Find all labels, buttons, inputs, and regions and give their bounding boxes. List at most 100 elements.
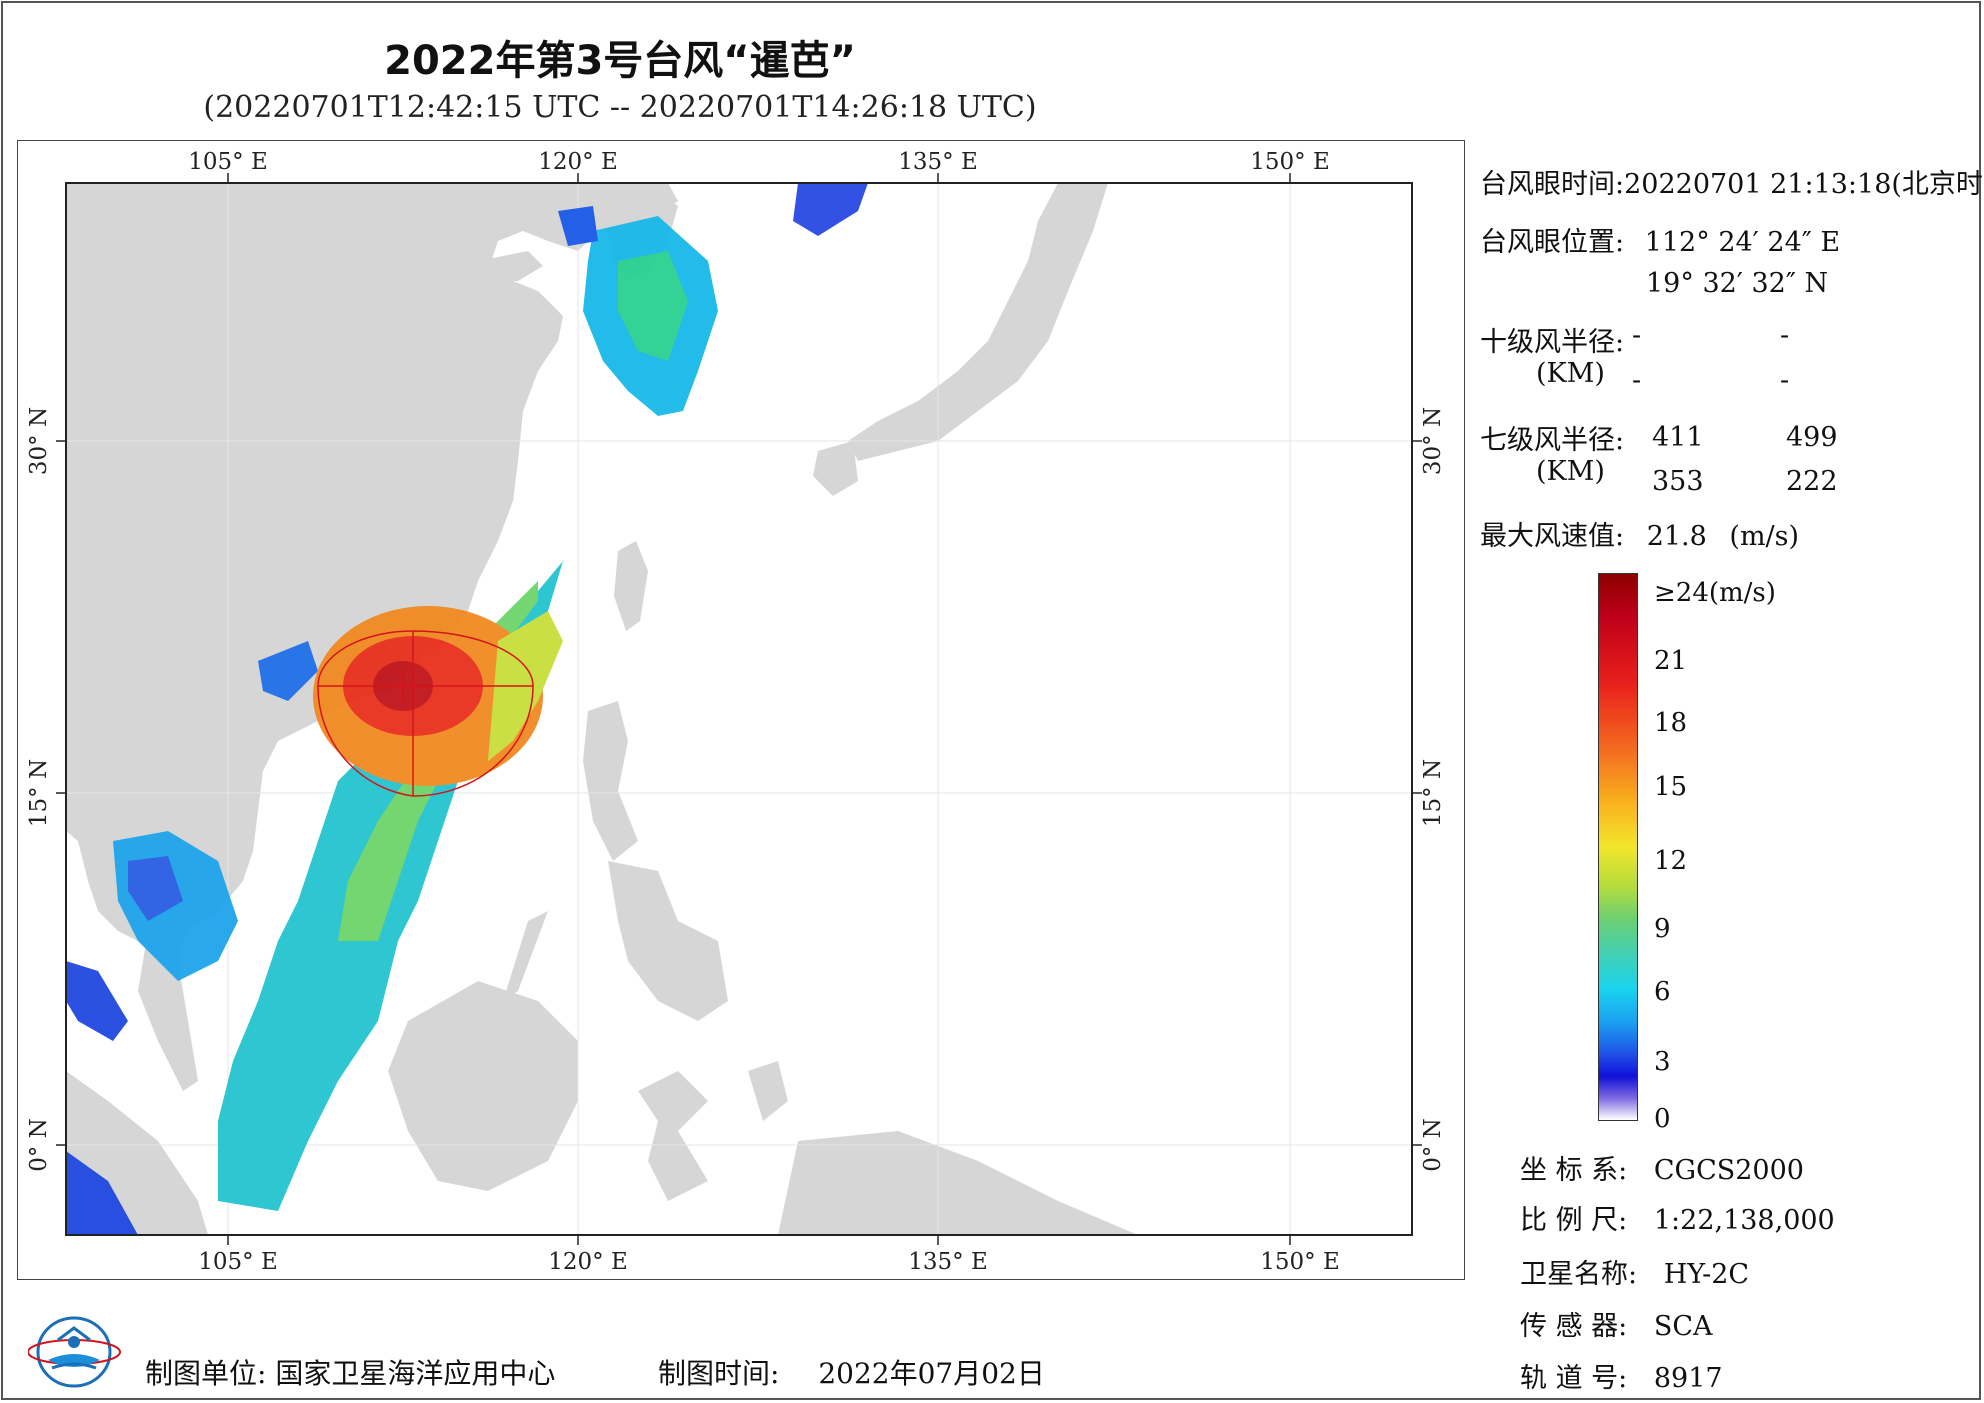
map-title: 2022年第3号台风“暹芭” <box>384 38 856 84</box>
sensor-row: 传 感 器: SCA <box>1520 1304 1713 1343</box>
eye-lat: 19° 32′ 32″ N <box>1646 268 1829 299</box>
wind-swath <box>66 183 868 1235</box>
japan <box>848 183 1108 461</box>
producer-label: 制图单位: <box>145 1357 267 1390</box>
r10-label: 十级风半径: <box>1480 327 1625 358</box>
map-frame: 105° E 120° E 135° E 150° E 105° E 120° … <box>17 140 1465 1280</box>
legend-label: 0 <box>1654 1104 1671 1134</box>
max-wind-label: 最大风速值: <box>1480 521 1625 552</box>
r7-value: 222 <box>1786 466 1838 497</box>
r10-value: - <box>1780 320 1790 351</box>
kyushu <box>813 441 858 496</box>
plot-border <box>65 182 1413 1236</box>
legend-label: 15 <box>1654 772 1688 802</box>
r7-label: 七级风半径: <box>1480 425 1625 456</box>
crs-label: 坐 标 系: <box>1520 1155 1628 1186</box>
swath-yellowsea-w <box>558 206 598 246</box>
eye-time-row: 台风眼时间:20220701 21:13:18(北京时) <box>1480 162 1984 201</box>
orbit-value: 8917 <box>1653 1363 1723 1394</box>
legend-label: 9 <box>1654 914 1671 944</box>
wind-radius-7 <box>317 630 534 797</box>
eye-time-value: 20220701 21:13:18(北京时) <box>1624 169 1984 200</box>
bottom-lon-label: 150° E <box>1260 1249 1340 1275</box>
orbit-label: 轨 道 号: <box>1520 1363 1628 1394</box>
bottom-lon-label: 120° E <box>548 1249 628 1275</box>
right-lat-label: 15° N <box>1420 759 1446 827</box>
left-lat-label: 30° N <box>26 407 52 475</box>
eye-lon: 112° 24′ 24″ E <box>1644 227 1841 258</box>
satellite-value: HY-2C <box>1663 1259 1750 1290</box>
scale-label: 比 例 尺: <box>1520 1205 1628 1236</box>
r7-value: 353 <box>1652 466 1704 497</box>
orbit-row: 轨 道 号: 8917 <box>1520 1356 1723 1395</box>
legend-label: 21 <box>1654 646 1688 676</box>
eye-time-label: 台风眼时间: <box>1480 169 1625 200</box>
halmahera <box>748 1061 788 1121</box>
palawan <box>503 911 548 1001</box>
new-guinea <box>778 1131 1138 1235</box>
left-lat-label: 0° N <box>26 1118 52 1172</box>
crs-value: CGCS2000 <box>1653 1155 1804 1186</box>
crs-row: 坐 标 系: CGCS2000 <box>1520 1148 1804 1187</box>
legend-label: 3 <box>1654 1047 1671 1077</box>
satellite-row: 卫星名称: HY-2C <box>1520 1252 1749 1291</box>
wind-speed-colorbar <box>1598 573 1638 1121</box>
scale-value: 1:22,138,000 <box>1653 1205 1835 1236</box>
visayas-mindanao <box>608 861 728 1021</box>
top-lon-label: 150° E <box>1250 149 1330 175</box>
legend-label: 18 <box>1654 708 1688 738</box>
top-lon-label: 135° E <box>898 149 978 175</box>
date-value: 2022年07月02日 <box>818 1357 1045 1390</box>
legend-label: 12 <box>1654 846 1688 876</box>
producer-row: 制图单位: 国家卫星海洋应用中心 <box>145 1352 555 1392</box>
shandong <box>478 251 543 281</box>
r10-value: - <box>1780 365 1790 396</box>
eye-pos-label: 台风眼位置: <box>1480 227 1625 258</box>
bottom-lon-label: 135° E <box>908 1249 988 1275</box>
top-lon-label: 105° E <box>188 149 268 175</box>
axis-ticks <box>56 173 1422 1245</box>
producer-value: 国家卫星海洋应用中心 <box>275 1357 556 1390</box>
date-row: 制图时间: 2022年07月02日 <box>658 1352 1045 1392</box>
taiwan <box>614 541 648 631</box>
max-wind-unit: (m/s) <box>1729 521 1800 552</box>
scale-row: 比 例 尺: 1:22,138,000 <box>1520 1198 1835 1237</box>
map-subtitle: (20220701T12:42:15 UTC -- 20220701T14:26… <box>203 90 1037 125</box>
legend-top-label: ≥24(m/s) <box>1654 578 1776 608</box>
sensor-label: 传 感 器: <box>1520 1311 1628 1342</box>
wind-map[interactable]: 105° E 120° E 135° E 150° E 105° E 120° … <box>18 141 1466 1281</box>
max-wind-value: 21.8 <box>1646 521 1707 552</box>
legend-label: 6 <box>1654 977 1671 1007</box>
luzon <box>583 701 638 861</box>
swath-sw <box>66 1151 138 1235</box>
swath-gulf-blue <box>128 856 183 921</box>
sensor-value: SCA <box>1653 1311 1713 1342</box>
nsoas-logo <box>28 1316 121 1388</box>
max-wind-row: 最大风速值: 21.8 (m/s) <box>1480 514 1799 553</box>
asia-mainland <box>66 183 678 961</box>
eye-position-row: 台风眼位置: 112° 24′ 24″ E <box>1480 220 1840 259</box>
bottom-lon-label: 105° E <box>198 1249 278 1275</box>
sulawesi <box>638 1071 708 1201</box>
satellite-label: 卫星名称: <box>1520 1259 1638 1290</box>
top-lon-label: 120° E <box>538 149 618 175</box>
r10-unit: (KM) <box>1536 358 1605 389</box>
date-label: 制图时间: <box>658 1357 780 1390</box>
r7-unit: (KM) <box>1536 456 1605 487</box>
swath-west <box>66 961 128 1041</box>
malay-peninsula <box>138 931 198 1091</box>
right-lat-label: 0° N <box>1420 1118 1446 1172</box>
left-lat-label: 15° N <box>26 759 52 827</box>
r10-value: - <box>1632 365 1642 396</box>
borneo <box>388 981 578 1191</box>
r10-value: - <box>1632 320 1642 351</box>
right-lat-label: 30° N <box>1420 407 1446 475</box>
swath-korea <box>793 183 868 236</box>
r7-value: 499 <box>1786 422 1838 453</box>
swath-tonkin <box>258 641 318 701</box>
r7-value: 411 <box>1652 422 1704 453</box>
typhoon-eye-marker <box>388 671 418 701</box>
swath-north-b <box>618 251 688 361</box>
